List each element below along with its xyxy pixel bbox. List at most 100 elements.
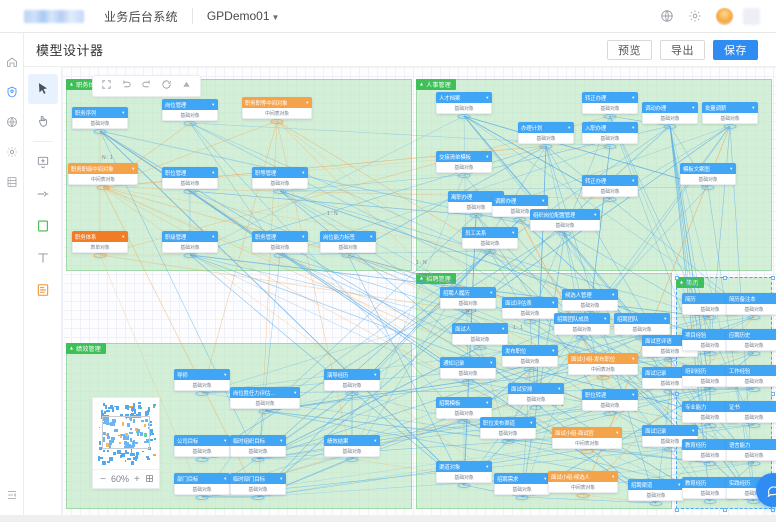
node-port[interactable]: [251, 457, 265, 462]
node-port[interactable]: [603, 114, 617, 119]
node-port[interactable]: [747, 423, 761, 428]
node-header[interactable]: 临时部门目标 ▼: [230, 473, 286, 484]
resize-handle[interactable]: [675, 276, 679, 280]
model-node[interactable]: 面试安排 ▼ 基础对象: [508, 383, 564, 410]
model-node[interactable]: 招聘人履历 ▼ 基础对象: [440, 287, 496, 314]
node-header[interactable]: 招聘渠道 ▼: [628, 479, 684, 490]
resize-handle[interactable]: [771, 508, 775, 512]
chevron-down-icon[interactable]: ▼: [615, 430, 619, 435]
resize-handle[interactable]: [771, 276, 775, 280]
globe-icon[interactable]: [660, 9, 674, 23]
model-node[interactable]: 职务职级中间对象 ▼ 中间表对象: [68, 163, 138, 190]
node-port[interactable]: [183, 121, 197, 126]
group-label[interactable]: ▲ 人事管理: [416, 79, 456, 90]
node-port[interactable]: [663, 357, 677, 362]
node-port[interactable]: [501, 439, 515, 444]
chevron-down-icon[interactable]: ▼: [631, 356, 635, 361]
chevron-down-icon[interactable]: ▼: [301, 234, 305, 239]
node-header[interactable]: 职位发布渠道 ▼: [480, 417, 536, 428]
chevron-down-icon[interactable]: ▼: [631, 392, 635, 397]
chevron-down-icon[interactable]: ▼: [121, 110, 125, 115]
model-node[interactable]: 转正办理 ▼ 基础对象: [582, 175, 638, 202]
chevron-down-icon[interactable]: ▼: [489, 290, 493, 295]
fit-icon[interactable]: [145, 474, 154, 485]
page-scrollbar[interactable]: [0, 515, 776, 522]
minimap[interactable]: − 60% +: [92, 397, 161, 489]
chevron-down-icon[interactable]: ▼: [373, 372, 377, 377]
node-port[interactable]: [513, 217, 527, 222]
chevron-down-icon[interactable]: ▼: [611, 292, 615, 297]
node-header[interactable]: 批量调薪 ▼: [702, 102, 758, 113]
gear-icon[interactable]: [688, 9, 702, 23]
sidebar-item-settings[interactable]: [0, 137, 24, 167]
node-header[interactable]: 面试小组-候选人 ▼: [548, 471, 618, 482]
model-node[interactable]: 职务体系 ▼ 表单对象: [72, 231, 128, 258]
node-header[interactable]: 职务体系 ▼: [72, 231, 128, 242]
redo-icon[interactable]: [141, 79, 152, 93]
node-header[interactable]: 工作经验▼: [726, 365, 776, 376]
node-port[interactable]: [457, 483, 471, 488]
model-node[interactable]: 职级管理 ▼ 基础对象: [162, 231, 218, 258]
node-port[interactable]: [596, 375, 610, 380]
model-node[interactable]: 语言能力▼基础对象: [726, 439, 776, 466]
chevron-down-icon[interactable]: ▼: [501, 326, 505, 331]
node-header[interactable]: 调薪办理 ▼: [492, 195, 548, 206]
node-port[interactable]: [747, 315, 761, 320]
sidebar-item-model[interactable]: [0, 77, 24, 107]
node-header[interactable]: 转正办理 ▼: [582, 92, 638, 103]
node-header[interactable]: 入职办理 ▼: [582, 122, 638, 133]
model-node[interactable]: 职务职等中间对象 ▼ 中间表对象: [242, 97, 312, 124]
chevron-down-icon[interactable]: ▼: [211, 234, 215, 239]
node-header[interactable]: 导师 ▼: [174, 369, 230, 380]
chevron-down-icon[interactable]: ▼: [373, 438, 377, 443]
node-header[interactable]: 证书▼: [726, 401, 776, 412]
chevron-down-icon[interactable]: ▼: [485, 400, 489, 405]
node-port[interactable]: [703, 423, 717, 428]
chevron-down-icon[interactable]: ▼: [489, 360, 493, 365]
node-port[interactable]: [558, 231, 572, 236]
node-port[interactable]: [703, 461, 717, 466]
node-header[interactable]: 岗位胜任力评估… ▼: [230, 387, 300, 398]
node-port[interactable]: [483, 249, 497, 254]
node-header[interactable]: 职务序列 ▼: [72, 107, 128, 118]
node-port[interactable]: [523, 319, 537, 324]
model-node[interactable]: 部门目标 ▼ 基础对象: [174, 473, 230, 500]
node-port[interactable]: [273, 253, 287, 258]
node-header[interactable]: 部门目标 ▼: [174, 473, 230, 484]
resize-handle[interactable]: [723, 508, 727, 512]
node-header[interactable]: 职务职级中间对象 ▼: [68, 163, 138, 174]
chevron-down-icon[interactable]: ▼: [293, 390, 297, 395]
node-port[interactable]: [723, 124, 737, 129]
model-node[interactable]: 岗位管理 ▼ 基础对象: [162, 99, 218, 126]
chevron-down-icon[interactable]: ▼: [663, 316, 667, 321]
node-port[interactable]: [703, 315, 717, 320]
model-node[interactable]: 岗位能力标签 ▼ 基础对象: [320, 231, 376, 258]
node-port[interactable]: [539, 144, 553, 149]
chevron-down-icon[interactable]: ▼: [511, 230, 515, 235]
node-port[interactable]: [603, 411, 617, 416]
node-header[interactable]: 面试评估表 ▼: [502, 297, 558, 308]
chevron-down-icon[interactable]: ▼: [279, 438, 283, 443]
node-port[interactable]: [93, 129, 107, 134]
node-header[interactable]: 招聘模板 ▼: [436, 397, 492, 408]
node-port[interactable]: [183, 189, 197, 194]
node-header[interactable]: 办理计划 ▼: [518, 122, 574, 133]
node-header[interactable]: 组织岗位配置管理 ▼: [530, 209, 600, 220]
node-header[interactable]: 职级管理 ▼: [162, 231, 218, 242]
model-node[interactable]: 组织岗位配置管理 ▼ 基础对象: [530, 209, 600, 236]
form-tool[interactable]: [28, 275, 58, 305]
node-port[interactable]: [457, 114, 471, 119]
zoom-out-button[interactable]: −: [100, 473, 106, 485]
chevron-down-icon[interactable]: ▼: [279, 476, 283, 481]
node-port[interactable]: [195, 457, 209, 462]
resize-handle[interactable]: [771, 392, 775, 396]
node-header[interactable]: 语言能力▼: [726, 439, 776, 450]
chevron-down-icon[interactable]: ▼: [567, 125, 571, 130]
node-header[interactable]: 简历备注本▼: [726, 293, 776, 304]
model-node[interactable]: 发布职位 ▼ 基础对象: [502, 345, 558, 372]
sidebar-collapse[interactable]: [0, 480, 24, 510]
chevron-down-icon[interactable]: ▼: [631, 95, 635, 100]
chevron-down-icon[interactable]: ▼: [485, 95, 489, 100]
chevron-down-icon[interactable]: ▼: [121, 234, 125, 239]
